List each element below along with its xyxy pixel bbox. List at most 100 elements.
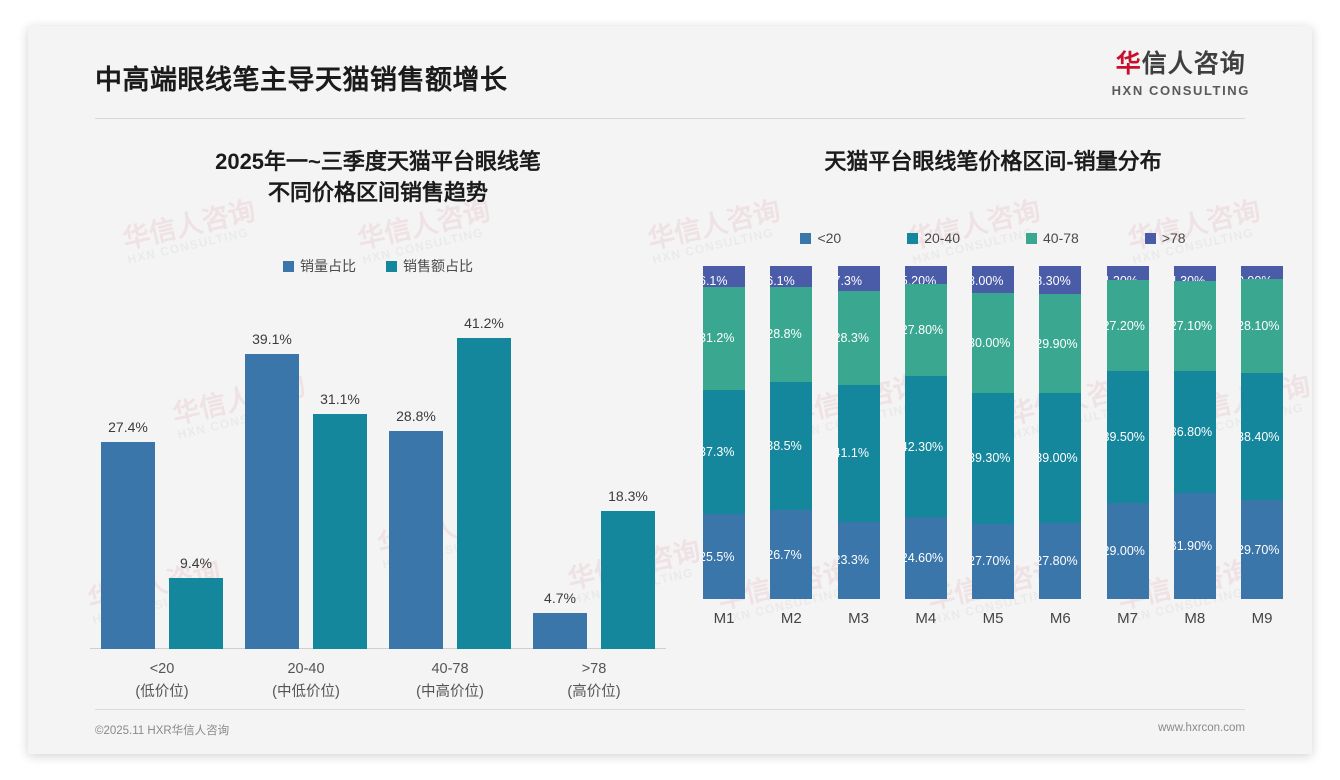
bar-column[interactable]: 4.7% xyxy=(533,294,587,650)
stacked-bar-segment[interactable]: 27.20% xyxy=(1106,280,1149,371)
stacked-bar-segment[interactable]: 41.1% xyxy=(837,384,880,522)
bar-rect[interactable] xyxy=(169,578,223,650)
stacked-bar-segment[interactable]: 27.10% xyxy=(1173,280,1216,371)
stacked-bar-column[interactable]: 4.20% 27.20% 39.50% 29.00% xyxy=(1106,266,1149,600)
stacked-bar-segment[interactable]: 30.00% xyxy=(972,292,1014,393)
legend-swatch-icon xyxy=(907,232,919,244)
stacked-bar-segment[interactable]: 25.5% xyxy=(703,514,745,600)
stacked-bar-segment[interactable]: 6.1% xyxy=(770,266,813,287)
stacked-segment-value-label: 39.00% xyxy=(1039,451,1078,466)
stacked-bar-segment[interactable]: 42.30% xyxy=(904,376,947,518)
stacked-bar-segment[interactable]: 29.90% xyxy=(1039,293,1082,394)
bar-column[interactable]: 27.4% xyxy=(101,294,155,650)
bar-group: 28.8% 41.2% xyxy=(389,294,511,650)
stacked-bar-segment[interactable]: 36.80% xyxy=(1173,370,1216,494)
stacked-segment-value-label: 31.90% xyxy=(1173,539,1213,554)
stacked-bar-segment[interactable]: 8.00% xyxy=(972,266,1014,293)
stacked-bar-segment[interactable]: 4.20% xyxy=(1106,266,1149,281)
legend-item-band-3[interactable]: >78 xyxy=(1144,230,1186,246)
stacked-bar-segment[interactable]: 29.70% xyxy=(1241,500,1283,600)
stacked-segment-value-label: 28.8% xyxy=(770,327,802,342)
x-axis-tick: >78 (高价位) xyxy=(533,658,655,703)
stacked-bar-column[interactable]: 5.20% 27.80% 42.30% 24.60% xyxy=(904,266,947,600)
bar-rect[interactable] xyxy=(313,414,367,650)
stacked-bar-segment[interactable]: 38.40% xyxy=(1241,372,1283,501)
bar-column[interactable]: 31.1% xyxy=(313,294,367,650)
x-axis-tick-month: M3 xyxy=(848,610,869,628)
stacked-bar-segment[interactable]: 27.70% xyxy=(972,523,1014,600)
x-axis-tick-sublabel: (中高价位) xyxy=(416,683,484,700)
stacked-bar-segment[interactable]: 29.00% xyxy=(1106,502,1149,600)
stacked-segment-value-label: 39.30% xyxy=(972,451,1011,466)
stacked-bar-segment[interactable]: 26.7% xyxy=(770,510,813,600)
bar-rect[interactable] xyxy=(245,354,299,650)
stacked-bar-segment[interactable]: 39.30% xyxy=(972,392,1014,524)
stacked-segment-value-label: 3.90% xyxy=(1241,274,1272,279)
bar-column[interactable]: 18.3% xyxy=(601,294,655,650)
stacked-bar-segment[interactable]: 3.90% xyxy=(1241,266,1283,280)
stacked-bar-segment[interactable]: 27.80% xyxy=(1039,523,1082,600)
stacked-bar-segment[interactable]: 8.30% xyxy=(1039,266,1082,294)
bar-column[interactable]: 41.2% xyxy=(457,294,511,650)
bar-column[interactable]: 9.4% xyxy=(169,294,223,650)
stacked-bar-column[interactable]: 6.1% 28.8% 38.5% 26.7% xyxy=(770,266,813,600)
logo-english-text: HXN CONSULTING xyxy=(1111,83,1250,98)
bar-value-label: 18.3% xyxy=(608,488,648,505)
stacked-bar-segment[interactable]: 28.10% xyxy=(1241,279,1283,373)
right-chart-title: 天猫平台眼线笔价格区间-销量分布 xyxy=(824,149,1162,174)
bar-group: 39.1% 31.1% xyxy=(245,294,367,650)
chart-panel-right: 天猫平台眼线笔价格区间-销量分布 <20 20-40 40-78 >78 6.1% 31… xyxy=(693,146,1293,627)
stacked-bar-segment[interactable]: 38.5% xyxy=(770,382,813,511)
stacked-bar-segment[interactable]: 31.2% xyxy=(703,286,745,391)
stacked-bar-segment[interactable]: 39.50% xyxy=(1106,370,1149,503)
legend-swatch-icon xyxy=(1026,232,1037,244)
bar-rect[interactable] xyxy=(533,613,587,650)
stacked-bar-segment[interactable]: 27.80% xyxy=(904,283,947,377)
x-axis-tick: 40-78 (中高价位) xyxy=(389,658,511,703)
legend-label: 40-78 xyxy=(1043,230,1079,247)
stacked-bar-segment[interactable]: 31.90% xyxy=(1173,493,1216,600)
stacked-bar-column[interactable]: 8.00% 30.00% 39.30% 27.70% xyxy=(972,266,1014,600)
bar-rect[interactable] xyxy=(101,442,155,650)
stacked-bar-segment[interactable]: 28.3% xyxy=(837,290,880,385)
bar-rect[interactable] xyxy=(457,338,511,650)
bar-group: 4.7% 18.3% xyxy=(533,294,655,650)
stacked-bar-segment[interactable]: 5.20% xyxy=(904,266,947,284)
bar-column[interactable]: 28.8% xyxy=(389,294,443,650)
stacked-bar-segment[interactable]: 28.8% xyxy=(770,286,813,383)
stacked-bar-column[interactable]: 3.90% 28.10% 38.40% 29.70% xyxy=(1241,266,1283,600)
stacked-bar-column[interactable]: 7.3% 28.3% 41.1% 23.3% xyxy=(837,266,880,600)
company-logo: 华信人咨询 HXN CONSULTING xyxy=(1111,50,1250,98)
stacked-bar-column[interactable]: 6.1% 31.2% 37.3% 25.5% xyxy=(703,266,745,600)
legend-swatch-icon xyxy=(800,232,812,244)
bar-group: 27.4% 9.4% xyxy=(101,294,223,650)
bar-column[interactable]: 39.1% xyxy=(245,294,299,650)
stacked-segment-value-label: 4.20% xyxy=(1107,274,1138,280)
logo-rest-chars: 信人咨询 xyxy=(1141,50,1246,78)
bar-rect[interactable] xyxy=(601,511,655,650)
legend-item-sales-1[interactable]: 销售额占比 xyxy=(386,256,473,276)
stacked-bar-segment[interactable]: 39.00% xyxy=(1039,393,1082,524)
stacked-bar-segment[interactable]: 24.60% xyxy=(904,517,947,600)
legend-item-band-0[interactable]: <20 xyxy=(800,230,841,246)
stacked-bar-column[interactable]: 4.30% 27.10% 36.80% 31.90% xyxy=(1173,266,1216,600)
stacked-segment-value-label: 38.40% xyxy=(1241,429,1280,444)
x-axis-tick-month: M6 xyxy=(1049,610,1071,628)
stacked-bar-segment[interactable]: 7.3% xyxy=(837,266,880,291)
legend-item-band-2[interactable]: 40-78 xyxy=(1026,230,1079,246)
stacked-bar-segment[interactable]: 4.30% xyxy=(1173,266,1216,281)
bar-value-label: 4.7% xyxy=(544,590,576,607)
stacked-bar-column[interactable]: 8.30% 29.90% 39.00% 27.80% xyxy=(1039,266,1082,600)
stacked-bar-segment[interactable]: 37.3% xyxy=(703,390,745,515)
legend-item-sales-0[interactable]: 销量占比 xyxy=(283,256,356,276)
legend-item-band-1[interactable]: 20-40 xyxy=(907,230,960,246)
stacked-segment-value-label: 4.30% xyxy=(1174,274,1205,280)
stacked-segment-value-label: 31.2% xyxy=(703,331,735,346)
bar-rect[interactable] xyxy=(389,431,443,650)
stacked-segment-value-label: 42.30% xyxy=(904,439,944,454)
legend-label: 20-40 xyxy=(924,230,960,247)
footer-website[interactable]: www.hxrcon.com xyxy=(1158,722,1245,734)
stacked-bar-segment[interactable]: 23.3% xyxy=(837,521,880,600)
stacked-bar-segment[interactable]: 6.1% xyxy=(703,266,745,287)
slide: 中高端眼线笔主导天猫销售额增长 华信人咨询 HXN CONSULTING 华信人… xyxy=(28,26,1312,754)
